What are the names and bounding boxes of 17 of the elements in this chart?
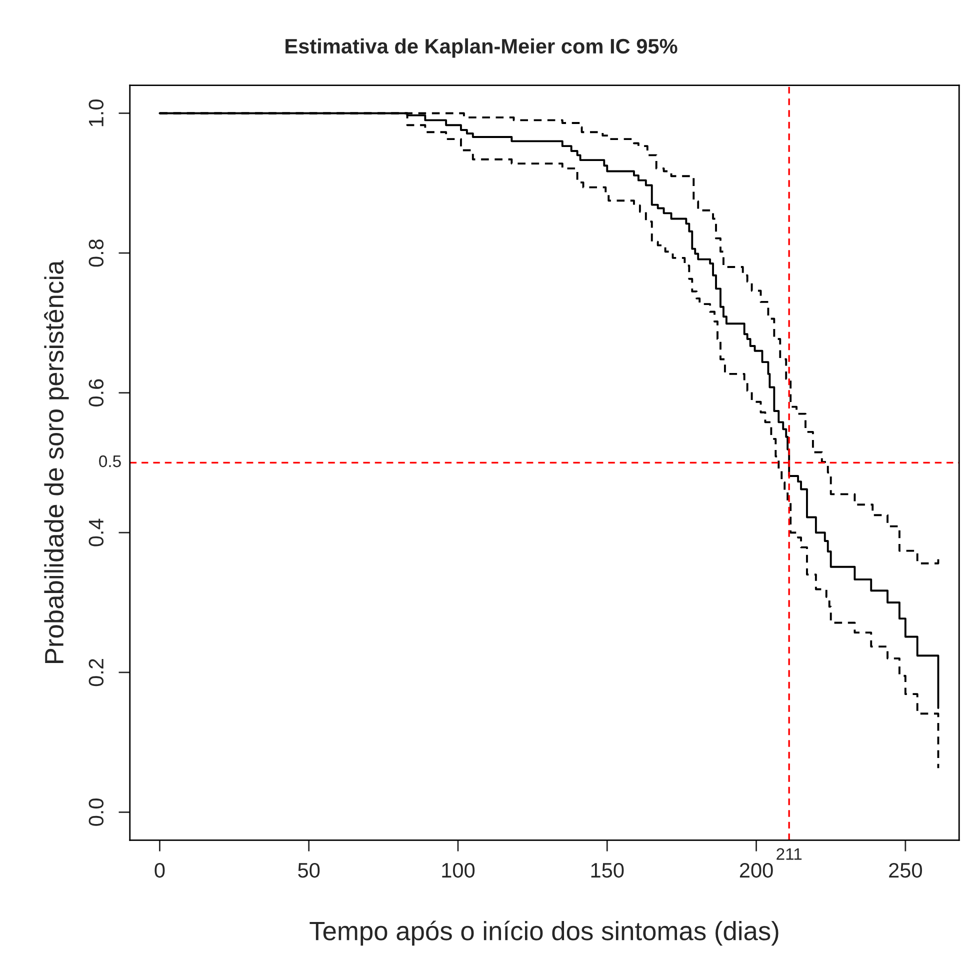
x-tick-label: 0 — [154, 862, 165, 878]
x-tick-label: 250 — [889, 862, 922, 878]
y-tick-label: 0.2 — [88, 658, 104, 686]
ref-line-label: 211 — [776, 848, 802, 860]
y-tick-label: 0.8 — [88, 239, 104, 267]
x-axis-title: Tempo após o início dos sintomas (dias) — [310, 920, 778, 946]
x-tick-label: 50 — [298, 862, 320, 878]
y-tick-label: 0.6 — [88, 379, 104, 406]
y-axis-title: Probabilidade de soro persistência — [44, 260, 69, 663]
x-tick-label: 100 — [442, 862, 475, 878]
x-tick-label: 200 — [740, 862, 773, 878]
ref-line-label: 0.5 — [99, 455, 121, 468]
y-tick-label: 0.4 — [88, 518, 104, 546]
x-tick-label: 150 — [591, 862, 624, 878]
y-tick-label: 1.0 — [88, 100, 104, 126]
chart-title: Estimativa de Kaplan-Meier com IC 95% — [286, 38, 678, 58]
y-tick-label: 0.0 — [88, 798, 104, 826]
